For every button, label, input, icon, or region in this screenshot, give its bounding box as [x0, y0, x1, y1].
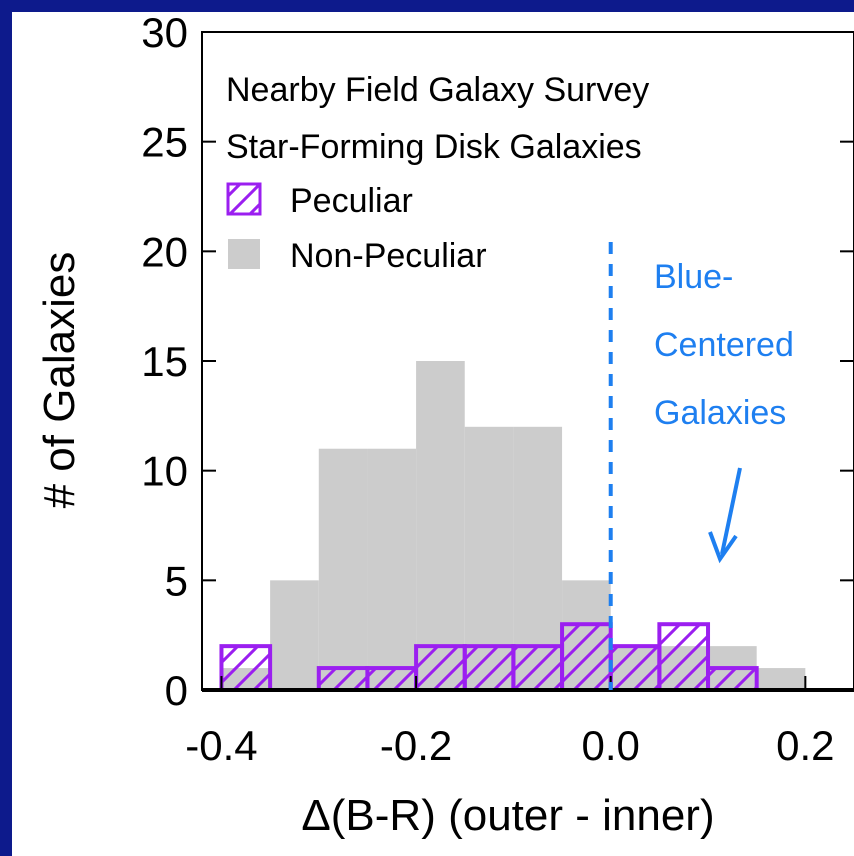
legend-label-non-peculiar: Non-Peculiar — [290, 237, 487, 275]
blue-centered-annotation: Blue- Centered Galaxies — [608, 242, 794, 690]
legend-swatch-non-peculiar — [228, 239, 260, 269]
y-tick-label: 15 — [141, 338, 188, 385]
y-tick-label: 25 — [141, 119, 188, 166]
y-tick-label: 5 — [165, 557, 188, 604]
x-tick-label: -0.2 — [380, 722, 452, 769]
histogram-chart: 0 5 10 15 20 25 30 -0.4 -0.2 0.0 0.2 Nearby Field … — [35, 12, 854, 840]
peculiar-bar — [365, 666, 419, 692]
y-tick-label: 0 — [165, 667, 188, 714]
peculiar-bar — [657, 622, 711, 693]
chart-frame: 0 5 10 15 20 25 30 -0.4 -0.2 0.0 0.2 Nearby Field … — [12, 12, 854, 856]
legend-label-peculiar: Peculiar — [290, 182, 413, 220]
y-tick-label: 20 — [141, 228, 188, 275]
peculiar-bar — [608, 644, 662, 693]
peculiar-bar — [706, 666, 759, 692]
x-tick-label: -0.4 — [185, 722, 257, 769]
annotation-line-3: Galaxies — [654, 394, 786, 432]
peculiar-bars — [219, 622, 759, 693]
non-peculiar-bar — [270, 580, 319, 690]
peculiar-bar — [560, 622, 613, 693]
y-tick-label: 10 — [141, 448, 188, 495]
annotation-line-1: Blue- — [654, 258, 733, 296]
legend-title-line-2: Star-Forming Disk Galaxies — [226, 128, 642, 166]
legend-swatch-peculiar — [226, 182, 262, 216]
legend-title-line-1: Nearby Field Galaxy Survey — [226, 71, 649, 109]
non-peculiar-bar — [756, 668, 806, 690]
peculiar-bar — [219, 644, 273, 693]
arrow-shaft — [720, 467, 742, 555]
peculiar-bar — [316, 666, 370, 692]
tick-labels: 0 5 10 15 20 25 30 -0.4 -0.2 0.0 0.2 — [141, 12, 854, 769]
y-axis-title: # of Galaxies — [35, 252, 84, 509]
peculiar-bar — [414, 644, 467, 693]
annotation-line-2: Centered — [654, 326, 794, 364]
legend: Nearby Field Galaxy Survey Star-Forming … — [226, 71, 649, 275]
arrow-head-icon — [708, 531, 738, 564]
x-tick-label: 0.2 — [776, 722, 834, 769]
y-tick-label: 30 — [141, 12, 188, 56]
peculiar-bar — [511, 644, 565, 693]
x-tick-label: 0.0 — [582, 722, 640, 769]
peculiar-bar — [462, 644, 516, 693]
x-axis-title: Δ(B-R) (outer - inner) — [301, 791, 714, 840]
non-peculiar-bar — [416, 361, 465, 690]
non-peculiar-bar — [318, 448, 368, 690]
non-peculiar-bar — [367, 448, 417, 690]
